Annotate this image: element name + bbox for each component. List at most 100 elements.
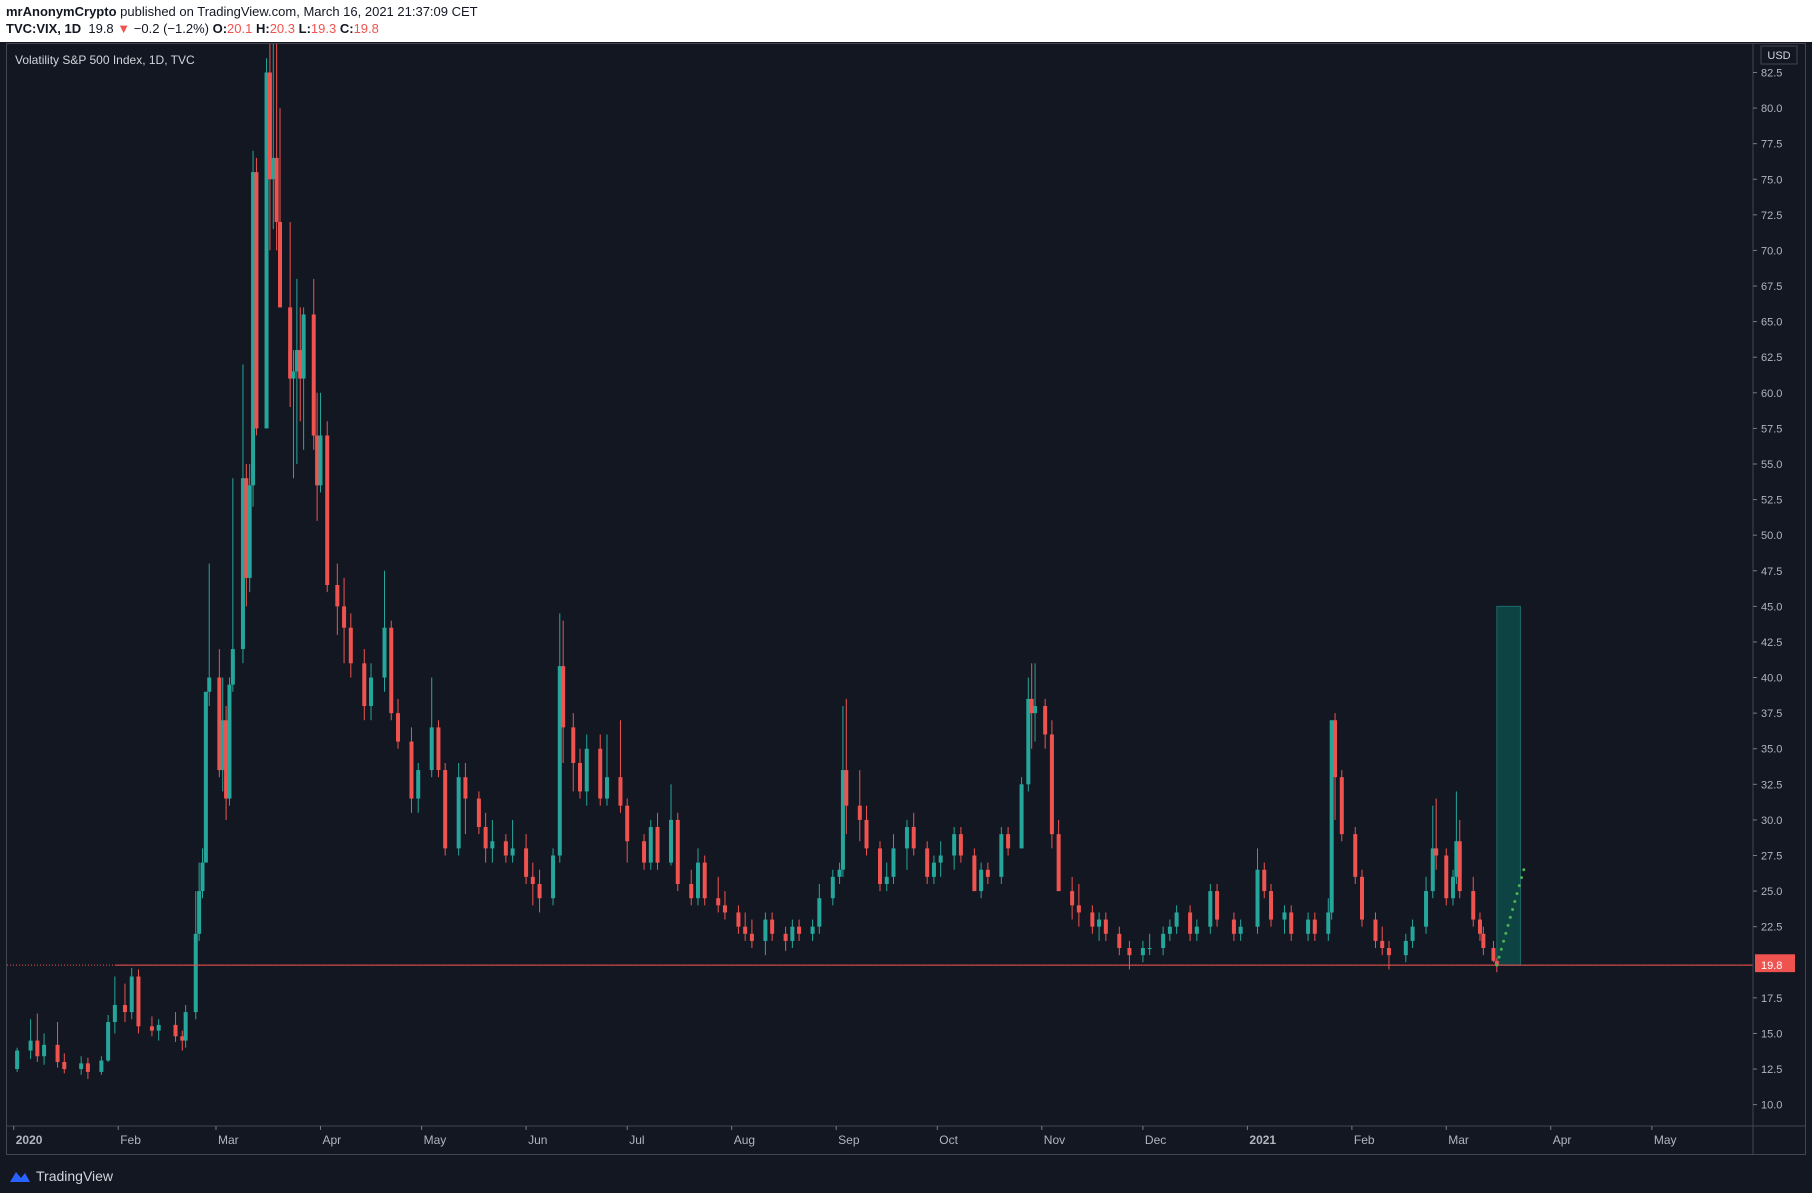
candle-up xyxy=(1161,926,1166,956)
candle-body xyxy=(1103,919,1108,934)
candle-up xyxy=(1208,883,1213,934)
candle-down xyxy=(476,791,481,835)
candle-up xyxy=(1403,933,1408,963)
y-tick-label: 12.5 xyxy=(1761,1064,1782,1076)
candle-down xyxy=(315,392,320,521)
candle-body xyxy=(193,933,198,1013)
candle-down xyxy=(1231,912,1236,941)
target-zone-layer xyxy=(1496,605,1521,966)
candle-body xyxy=(642,841,647,863)
currency-box[interactable] xyxy=(1760,45,1798,65)
candle-body xyxy=(1360,876,1365,920)
candle-body xyxy=(224,720,229,799)
last-price-badge xyxy=(1755,957,1795,973)
candle-body xyxy=(1056,834,1061,892)
candle-body xyxy=(230,649,235,685)
high-label: H: xyxy=(255,21,270,36)
low-label: L: xyxy=(298,21,311,36)
candle-body xyxy=(571,727,576,763)
candle-up xyxy=(456,762,461,856)
candle-body xyxy=(1491,948,1496,961)
y-tick-label: 42.5 xyxy=(1761,637,1782,649)
x-tick-label: May xyxy=(424,1133,447,1147)
candle-body xyxy=(1019,784,1024,849)
candle-body xyxy=(311,314,316,436)
candle-body xyxy=(524,848,529,877)
candle-up xyxy=(294,278,299,464)
projection-dot xyxy=(1515,892,1519,896)
candle-down xyxy=(1481,926,1486,956)
candle-down xyxy=(1076,883,1081,927)
y-tick-label: 50.0 xyxy=(1761,530,1782,542)
candle-body xyxy=(669,819,674,863)
candle-up xyxy=(490,819,495,863)
candle-body xyxy=(1215,891,1220,920)
candle-down xyxy=(985,862,990,884)
candle-body xyxy=(1339,777,1344,835)
high-value: 20.3 xyxy=(269,21,295,36)
y-tick-label: 60.0 xyxy=(1761,388,1782,400)
candle-down xyxy=(395,698,400,749)
candle-down xyxy=(389,620,394,721)
y-tick-label: 40.0 xyxy=(1761,673,1782,685)
symbol-label: TVC:VIX, 1D xyxy=(6,21,82,36)
candle-body xyxy=(1306,919,1311,934)
candle-up xyxy=(790,919,795,949)
candle-body xyxy=(301,314,306,379)
candle-body xyxy=(156,1024,161,1031)
candlestick-chart[interactable]: 10.0 12.5 15.0 17.5 22.5 25.0 27.5 30.0 32.5 35.0… xyxy=(7,29,1805,1154)
candle-body xyxy=(1329,720,1334,913)
author-name[interactable]: mrAnonymCrypto xyxy=(6,4,117,19)
x-tick-label: Oct xyxy=(939,1133,958,1147)
candle-body xyxy=(648,827,653,863)
y-tick-label: 15.0 xyxy=(1761,1028,1782,1040)
candle-down xyxy=(85,1057,90,1080)
candle-up xyxy=(200,848,205,899)
candle-up xyxy=(938,841,943,877)
candle-body xyxy=(395,713,400,742)
candle-body xyxy=(1167,926,1172,934)
candle-body xyxy=(1457,841,1462,892)
candle-down xyxy=(1043,698,1048,749)
candle-body xyxy=(1353,834,1358,877)
candle-up xyxy=(952,827,957,870)
candle-body xyxy=(1161,933,1166,949)
candle-body xyxy=(958,834,963,856)
candle-down xyxy=(530,862,535,906)
x-tick-label: Aug xyxy=(734,1133,755,1147)
tradingview-logo[interactable]: TradingView xyxy=(8,1168,113,1184)
candle-down xyxy=(35,1013,40,1062)
candle-body xyxy=(1147,948,1152,950)
candle-down xyxy=(1380,926,1385,956)
candle-down xyxy=(55,1022,60,1068)
candle-body xyxy=(28,1040,33,1051)
candle-body xyxy=(476,798,481,828)
candle-body xyxy=(1434,848,1439,856)
candle-body xyxy=(1070,891,1075,906)
candle-body xyxy=(695,862,700,899)
candle-body xyxy=(1043,706,1048,735)
candle-body xyxy=(716,898,721,906)
candle-body xyxy=(830,876,835,899)
candle-down xyxy=(537,869,542,913)
candle-down xyxy=(972,848,977,892)
candle-down xyxy=(1434,798,1439,870)
symbol-ohlc-line: TVC:VIX, 1D 19.8 ▼ −0.2 (−1.2%) O:20.1 H… xyxy=(6,21,379,36)
candle-up xyxy=(251,150,256,507)
candle-down xyxy=(1070,876,1075,920)
chart-area[interactable]: 10.0 12.5 15.0 17.5 22.5 25.0 27.5 30.0 32.5 35.0… xyxy=(6,29,1806,1155)
candle-body xyxy=(122,1004,127,1013)
candle-up xyxy=(193,891,198,1020)
candle-body xyxy=(288,307,293,379)
candle-body xyxy=(203,691,208,863)
candle-down xyxy=(1049,720,1054,849)
candle-body xyxy=(136,976,141,1027)
candle-body xyxy=(911,827,916,849)
candle-down xyxy=(325,421,330,593)
candle-up xyxy=(382,570,387,692)
candle-body xyxy=(267,72,272,180)
x-tick-label: Nov xyxy=(1044,1133,1065,1147)
candle-body xyxy=(362,663,367,707)
candle-body xyxy=(625,805,630,842)
candle-body xyxy=(1076,905,1081,913)
